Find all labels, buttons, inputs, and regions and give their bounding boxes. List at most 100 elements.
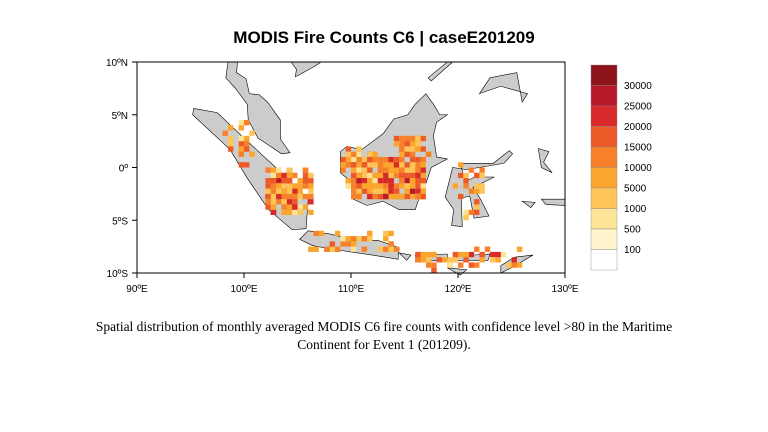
- fire-pixel: [308, 188, 314, 194]
- x-tick-label: 130ºE: [551, 284, 578, 295]
- fire-pixel: [286, 204, 293, 210]
- fire-pixel: [244, 135, 250, 142]
- fire-pixel: [297, 193, 303, 200]
- fire-pixel: [292, 188, 298, 194]
- fire-pixel: [345, 236, 352, 242]
- fire-pixel: [399, 162, 405, 168]
- fire-pixel: [425, 251, 432, 258]
- fire-pixel: [286, 209, 293, 215]
- colorbar-box: [590, 85, 618, 107]
- fire-pixel: [436, 257, 442, 263]
- fire-pixel: [452, 257, 459, 263]
- fire-pixel: [356, 167, 362, 173]
- fire-pixel: [281, 204, 287, 210]
- fire-pixel: [302, 172, 309, 179]
- fire-pixel: [324, 246, 330, 252]
- fire-pixel: [415, 172, 421, 179]
- fire-pixel: [500, 251, 507, 258]
- fire-pixel: [458, 162, 464, 168]
- fire-pixel: [249, 130, 255, 136]
- fire-pixel: [404, 146, 410, 152]
- x-tick-label: 100ºE: [230, 284, 257, 295]
- fire-pixel: [351, 188, 357, 194]
- fire-pixel: [265, 204, 271, 210]
- fire-pixel: [420, 156, 426, 163]
- fire-pixel: [393, 246, 400, 252]
- fire-pixel: [356, 188, 362, 194]
- fire-pixel: [452, 183, 459, 189]
- land-malay-peninsula: [225, 61, 291, 155]
- fire-pixel: [340, 167, 346, 173]
- fire-pixel: [367, 172, 373, 179]
- fire-pixel: [308, 199, 314, 205]
- fire-pixel: [393, 135, 400, 142]
- fire-pixel: [383, 230, 389, 237]
- fire-pixel: [447, 262, 453, 268]
- fire-pixel: [351, 241, 357, 247]
- fire-pixel: [238, 151, 245, 157]
- fire-pixel: [361, 178, 368, 184]
- fire-pixel: [356, 178, 362, 184]
- fire-pixel: [458, 193, 464, 200]
- fire-pixel: [415, 146, 421, 152]
- fire-pixel: [356, 151, 362, 157]
- fire-pixel: [415, 135, 421, 142]
- fire-pixel: [297, 178, 303, 184]
- fire-pixel: [265, 167, 271, 173]
- colorbar-box: [590, 126, 618, 148]
- fire-pixel: [308, 209, 314, 215]
- fire-pixel: [340, 241, 346, 247]
- fire-pixel: [302, 167, 309, 173]
- fire-pixel: [361, 246, 368, 252]
- fire-pixel: [388, 188, 394, 194]
- fire-pixel: [286, 172, 293, 179]
- fire-pixel: [463, 172, 469, 179]
- fire-pixel: [276, 178, 282, 184]
- colorbar-box: [590, 187, 618, 209]
- fire-pixel: [276, 193, 282, 200]
- fire-pixel: [474, 188, 480, 194]
- fire-pixel: [345, 146, 352, 152]
- fire-pixel: [420, 193, 426, 200]
- fire-pixel: [345, 162, 352, 168]
- fire-pixel: [292, 183, 298, 189]
- fire-pixel: [377, 156, 384, 163]
- fire-pixel: [318, 230, 325, 237]
- colorbar-label: 100: [624, 245, 641, 256]
- land-bali: [398, 252, 412, 261]
- fire-pixel: [399, 167, 405, 173]
- fire-pixel: [361, 167, 368, 173]
- fire-pixel: [308, 172, 314, 179]
- fire-pixel: [367, 193, 373, 200]
- fire-pixel: [484, 246, 491, 252]
- x-tick-label: 120ºE: [444, 284, 471, 295]
- colorbar-label: 20000: [624, 122, 652, 133]
- fire-pixel: [458, 172, 464, 179]
- fire-pixel: [388, 193, 394, 200]
- fire-pixel: [388, 172, 394, 179]
- fire-pixel: [409, 188, 416, 194]
- fire-pixel: [286, 183, 293, 189]
- fire-pixel: [399, 193, 405, 200]
- fire-pixel: [270, 209, 277, 215]
- fire-pixel: [244, 146, 250, 152]
- fire-pixel: [340, 236, 346, 242]
- fire-pixel: [276, 172, 282, 179]
- fire-pixel: [270, 199, 277, 205]
- colorbar-label: 30000: [624, 81, 652, 92]
- fire-pixel: [265, 178, 271, 184]
- fire-pixel: [463, 251, 469, 258]
- fire-pixel: [441, 257, 448, 263]
- fire-pixel: [356, 183, 362, 189]
- fire-pixel: [383, 246, 389, 252]
- fire-pixel: [447, 257, 453, 263]
- colorbar-box: [590, 146, 618, 168]
- fire-pixel: [474, 246, 480, 252]
- fire-pixel: [468, 209, 475, 215]
- fire-pixel: [351, 162, 357, 168]
- fire-pixel: [297, 204, 303, 210]
- fire-pixel: [415, 141, 421, 147]
- fire-pixels: [222, 120, 523, 274]
- fire-pixel: [302, 204, 309, 210]
